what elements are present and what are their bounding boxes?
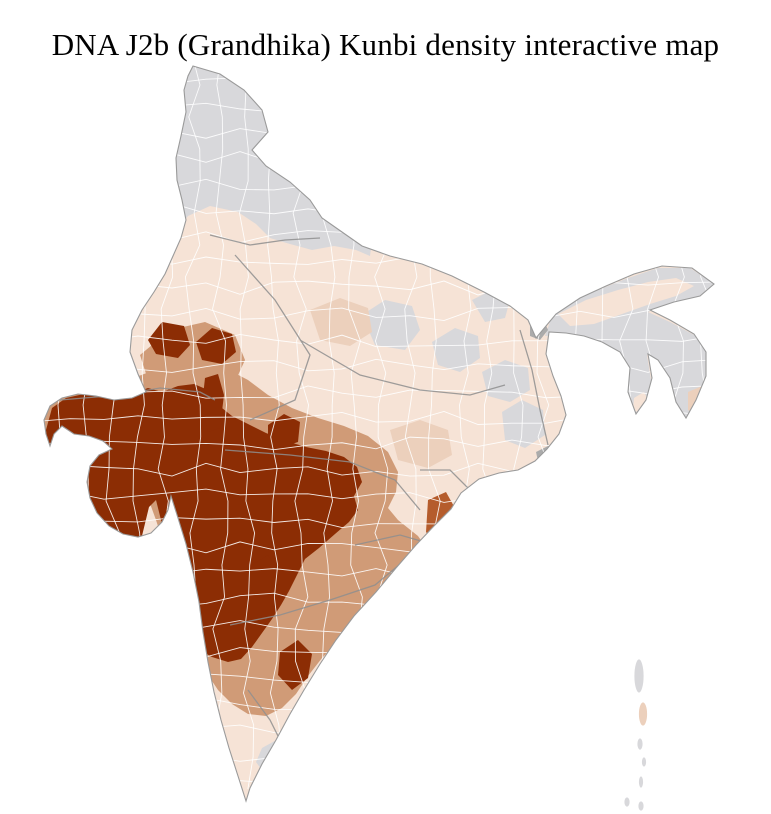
zone-uttar-pradesh-patch-2[interactable]	[432, 328, 480, 372]
map-title: DNA J2b (Grandhika) Kunbi density intera…	[51, 26, 720, 62]
state-borders	[59, 234, 549, 781]
zone-up-low-patch[interactable]	[310, 298, 372, 346]
zone-karnataka-satellite-3[interactable]	[283, 754, 298, 774]
zone-chhattisgarh-low-patch[interactable]	[390, 420, 452, 468]
zone-karnataka-satellite-1[interactable]	[248, 555, 278, 598]
zone-bengal-jharkhand-patch[interactable]	[502, 400, 545, 448]
andaman-nicobar-islands[interactable]	[623, 658, 648, 812]
zone-tamil-nadu-patch-1[interactable]	[290, 700, 334, 750]
zone-gujarat-maharashtra-core[interactable]	[46, 384, 362, 662]
zone-rajasthan-satellite-2[interactable]	[196, 328, 236, 364]
zone-assam-valley[interactable]	[558, 278, 694, 326]
zone-madhya-pradesh-satellite[interactable]	[268, 414, 300, 448]
